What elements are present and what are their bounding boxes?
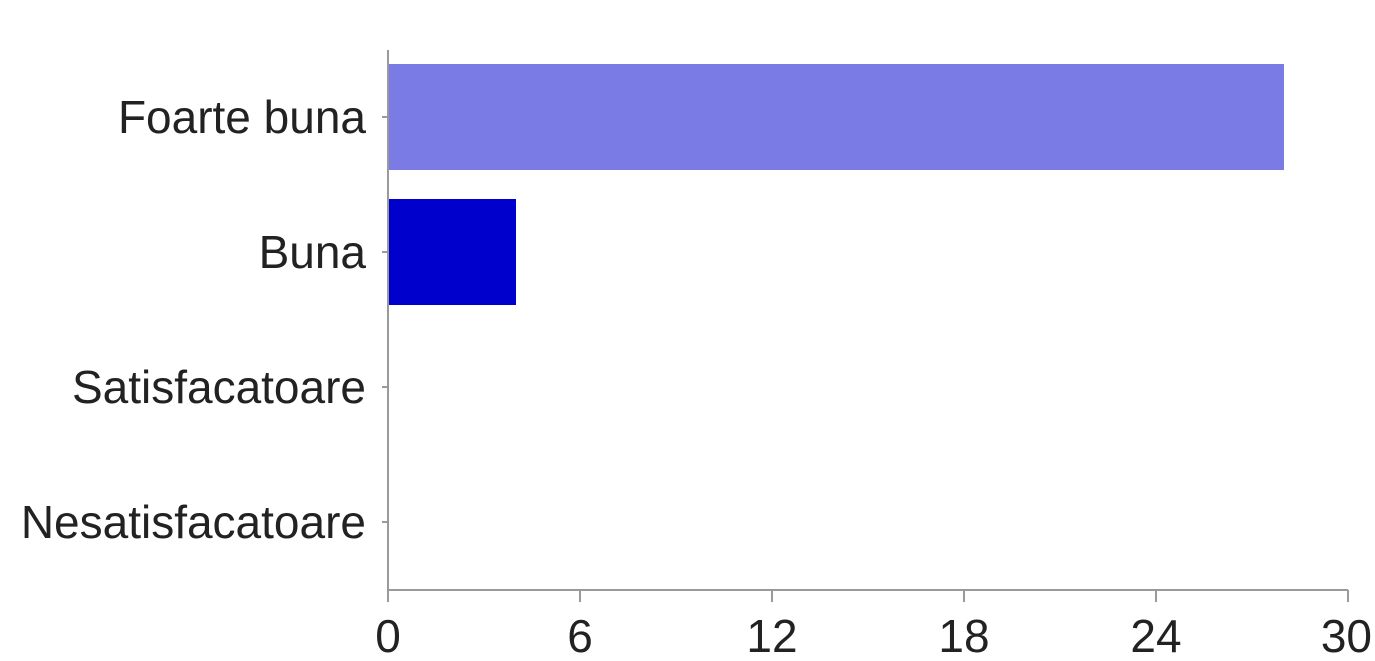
bars-group	[388, 64, 1284, 305]
category-labels-group: Foarte buna Buna Satisfacatoare Nesatisfaca…	[21, 91, 388, 548]
x-tick-label: 30	[1321, 610, 1372, 661]
x-tick-label: 0	[375, 610, 401, 661]
bar-0	[388, 64, 1284, 170]
category-label: Buna	[259, 226, 367, 278]
category-label: Satisfacatoare	[72, 361, 366, 413]
x-tick-label: 18	[938, 610, 989, 661]
x-tick-label: 24	[1130, 610, 1181, 661]
x-tick-label: 12	[746, 610, 797, 661]
bar-1	[388, 199, 516, 305]
x-tick-label: 6	[567, 610, 593, 661]
x-ticks-group: 0 6 12 18 24 30	[375, 590, 1372, 661]
category-label: Nesatisfacatoare	[21, 496, 366, 548]
category-label: Foarte buna	[118, 91, 366, 143]
